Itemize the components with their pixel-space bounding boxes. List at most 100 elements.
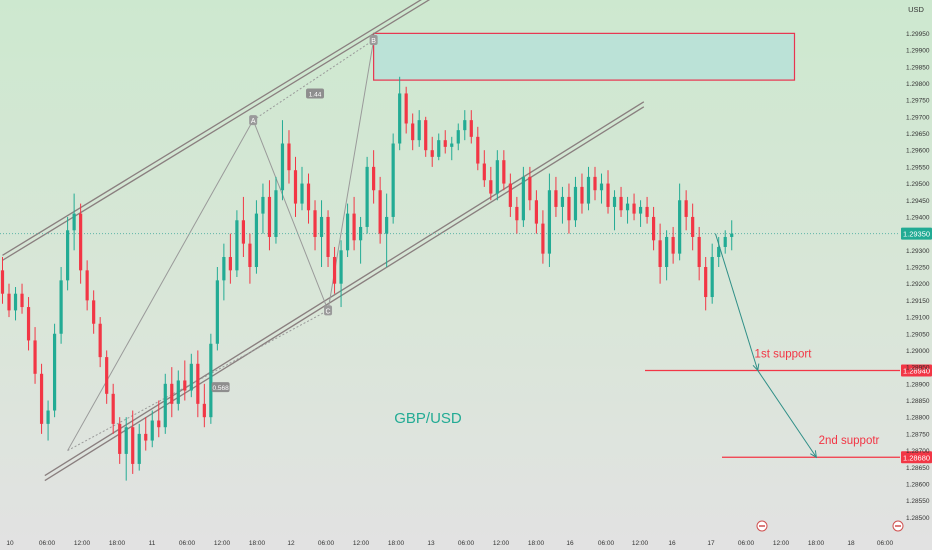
candle-body[interactable] bbox=[13, 293, 18, 311]
candle-body[interactable] bbox=[599, 183, 604, 191]
candle-body[interactable] bbox=[411, 123, 415, 141]
candle-body[interactable] bbox=[332, 256, 337, 284]
candle-body[interactable] bbox=[72, 213, 76, 231]
candle-body[interactable] bbox=[79, 213, 83, 271]
candle-body[interactable] bbox=[222, 256, 226, 281]
candle-body[interactable] bbox=[365, 166, 369, 227]
channel-lower-line-outer[interactable] bbox=[44, 101, 645, 477]
candle-body[interactable] bbox=[469, 120, 473, 137]
candle-body[interactable] bbox=[66, 230, 70, 281]
channel-upper-line-outer[interactable] bbox=[2, 0, 446, 256]
ratio-tag[interactable] bbox=[306, 88, 325, 99]
candle-body[interactable] bbox=[378, 190, 382, 234]
candle-body[interactable] bbox=[665, 236, 669, 267]
candle-body[interactable] bbox=[567, 196, 571, 221]
candle-body[interactable] bbox=[39, 373, 44, 424]
candle-body[interactable] bbox=[248, 243, 252, 267]
candle-body[interactable] bbox=[482, 163, 486, 181]
candle-body[interactable] bbox=[632, 203, 636, 214]
candle-body[interactable] bbox=[52, 333, 57, 411]
candle-body[interactable] bbox=[313, 210, 317, 237]
candle-body[interactable] bbox=[456, 130, 460, 144]
candle-body[interactable] bbox=[502, 160, 506, 184]
point-marker[interactable] bbox=[249, 115, 258, 126]
candle-body[interactable] bbox=[339, 250, 343, 284]
candle-body[interactable] bbox=[671, 236, 675, 254]
candle-body[interactable] bbox=[92, 300, 96, 324]
candle-body[interactable] bbox=[7, 293, 11, 311]
candle-body[interactable] bbox=[0, 270, 5, 294]
candle-body[interactable] bbox=[306, 183, 311, 211]
candle-body[interactable] bbox=[124, 427, 128, 454]
candle-body[interactable] bbox=[417, 120, 421, 141]
candle-body[interactable] bbox=[625, 203, 630, 211]
candle-body[interactable] bbox=[228, 256, 232, 271]
point-marker[interactable] bbox=[324, 305, 333, 316]
candle-body[interactable] bbox=[300, 183, 304, 204]
candle-body[interactable] bbox=[261, 196, 265, 214]
candle-body[interactable] bbox=[678, 200, 682, 254]
channel-lower-line[interactable] bbox=[44, 106, 645, 482]
candle-body[interactable] bbox=[619, 196, 623, 211]
candle-body[interactable] bbox=[560, 196, 565, 207]
candle-body[interactable] bbox=[202, 403, 206, 418]
candle-body[interactable] bbox=[293, 170, 298, 204]
candle-body[interactable] bbox=[658, 240, 662, 267]
point-marker[interactable] bbox=[369, 35, 378, 46]
candle-body[interactable] bbox=[730, 233, 734, 237]
candle-body[interactable] bbox=[463, 120, 467, 131]
candle-body[interactable] bbox=[606, 183, 610, 207]
candle-body[interactable] bbox=[404, 93, 408, 124]
forecast-arrow-segment[interactable] bbox=[757, 370, 817, 458]
candle-body[interactable] bbox=[580, 186, 584, 204]
candle-body[interactable] bbox=[118, 423, 122, 454]
candle-body[interactable] bbox=[450, 143, 454, 147]
candle-body[interactable] bbox=[20, 293, 24, 308]
candle-body[interactable] bbox=[352, 213, 356, 241]
candle-body[interactable] bbox=[723, 236, 727, 247]
candle-body[interactable] bbox=[391, 143, 395, 217]
candle-body[interactable] bbox=[131, 427, 135, 464]
candle-body[interactable] bbox=[209, 343, 213, 418]
candle-body[interactable] bbox=[196, 363, 200, 404]
candle-body[interactable] bbox=[267, 196, 272, 237]
candle-body[interactable] bbox=[710, 256, 714, 298]
candle-body[interactable] bbox=[183, 380, 187, 391]
candle-body[interactable] bbox=[359, 226, 363, 241]
candle-body[interactable] bbox=[274, 190, 278, 237]
candle-body[interactable] bbox=[326, 216, 330, 257]
candle-body[interactable] bbox=[170, 383, 174, 404]
candle-body[interactable] bbox=[534, 200, 538, 224]
candle-body[interactable] bbox=[521, 176, 525, 221]
abc-pattern-line[interactable] bbox=[67, 39, 375, 451]
candle-body[interactable] bbox=[98, 323, 102, 358]
candle-body[interactable] bbox=[215, 280, 219, 344]
candle-body[interactable] bbox=[645, 206, 649, 217]
candle-body[interactable] bbox=[85, 270, 89, 301]
candle-body[interactable] bbox=[254, 213, 259, 267]
candle-body[interactable] bbox=[144, 433, 148, 441]
candle-body[interactable] bbox=[697, 236, 701, 267]
candle-body[interactable] bbox=[638, 206, 643, 214]
candle-body[interactable] bbox=[111, 393, 115, 424]
candle-body[interactable] bbox=[163, 383, 167, 428]
channel-upper-line[interactable] bbox=[2, 0, 446, 261]
candle-body[interactable] bbox=[105, 357, 109, 394]
candle-body[interactable] bbox=[651, 216, 656, 241]
candle-body[interactable] bbox=[437, 140, 441, 157]
candle-body[interactable] bbox=[385, 216, 389, 234]
candle-body[interactable] bbox=[573, 186, 578, 221]
candle-body[interactable] bbox=[345, 213, 350, 251]
candle-body[interactable] bbox=[515, 206, 519, 221]
forecast-arrow-segment[interactable] bbox=[714, 233, 759, 371]
candle-body[interactable] bbox=[137, 433, 141, 464]
supply-zone[interactable] bbox=[373, 32, 796, 81]
candle-body[interactable] bbox=[157, 420, 161, 428]
candle-body[interactable] bbox=[717, 246, 721, 257]
candle-body[interactable] bbox=[46, 410, 50, 424]
candle-body[interactable] bbox=[586, 176, 591, 204]
candle-body[interactable] bbox=[541, 223, 545, 254]
candle-body[interactable] bbox=[424, 120, 428, 151]
